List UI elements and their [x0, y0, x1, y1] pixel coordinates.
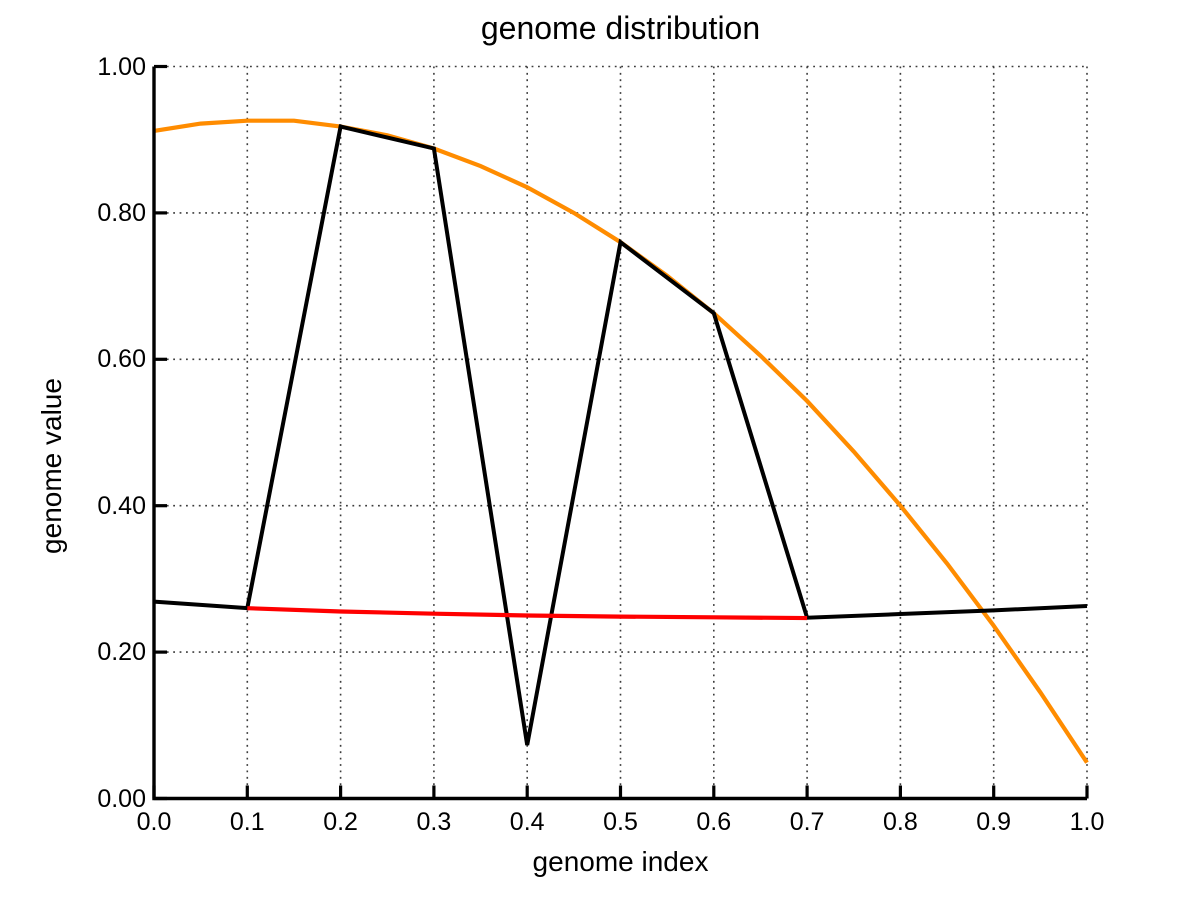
red-curve-line: [247, 606, 808, 621]
x-tick-label: 0.5: [603, 808, 638, 836]
x-tick-label: 0.4: [509, 808, 545, 836]
y-tick-label: 0.00: [97, 784, 146, 813]
y-tick-label: 0.20: [97, 638, 146, 667]
x-tick-label: 0.6: [696, 808, 732, 836]
x-tick-label: 0.2: [323, 808, 358, 836]
x-tick-label: 1.0: [1069, 808, 1105, 836]
x-tick-label: 0.0: [136, 808, 172, 836]
orange-curve-line: [153, 118, 1089, 764]
y-tick-label: 0.80: [97, 198, 146, 227]
x-tick-label: 0.9: [976, 808, 1012, 836]
x-tick-label: 0.1: [229, 808, 265, 836]
y-tick-label: 0.60: [97, 345, 146, 374]
y-tick-label: 0.40: [97, 491, 146, 520]
chart-title: genome distribution: [480, 10, 761, 46]
x-tick-label: 0.7: [789, 808, 825, 836]
x-tick-label: 0.3: [416, 808, 452, 836]
x-tick-label: 0.8: [883, 808, 918, 836]
x-axis-label: genome index: [532, 846, 709, 877]
black-polyline-line: [153, 124, 1088, 746]
y-tick-label: 1.00: [97, 52, 146, 81]
